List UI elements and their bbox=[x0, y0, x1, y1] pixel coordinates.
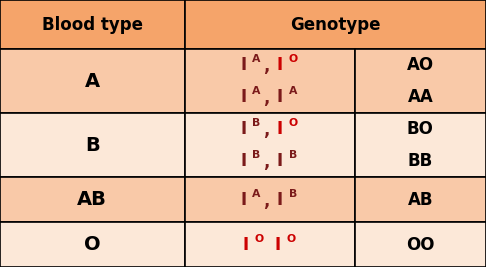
Text: O: O bbox=[286, 234, 295, 244]
Bar bbox=[0, 113, 185, 177]
Text: I: I bbox=[277, 88, 283, 106]
Text: B: B bbox=[85, 136, 100, 155]
Text: AA: AA bbox=[408, 88, 433, 106]
Text: Genotype: Genotype bbox=[290, 15, 381, 34]
Text: ,: , bbox=[263, 121, 269, 139]
Text: I: I bbox=[240, 191, 246, 209]
Text: A: A bbox=[85, 72, 100, 91]
Bar bbox=[185, 49, 355, 113]
Text: ,: , bbox=[263, 154, 269, 171]
Text: A: A bbox=[252, 189, 260, 199]
Bar bbox=[185, 222, 355, 267]
Bar bbox=[185, 113, 355, 177]
Text: A: A bbox=[252, 54, 260, 64]
Text: AB: AB bbox=[408, 191, 433, 209]
Bar bbox=[185, 177, 355, 222]
Text: OO: OO bbox=[406, 235, 434, 254]
Bar bbox=[185, 0, 486, 49]
Text: A: A bbox=[289, 86, 297, 96]
Text: I: I bbox=[240, 120, 246, 138]
Bar bbox=[355, 113, 486, 177]
Bar bbox=[355, 177, 486, 222]
Text: I: I bbox=[277, 191, 283, 209]
Text: Blood type: Blood type bbox=[42, 15, 143, 34]
Text: B: B bbox=[289, 150, 297, 160]
Bar bbox=[0, 177, 185, 222]
Text: B: B bbox=[252, 150, 260, 160]
Bar bbox=[0, 49, 185, 113]
Text: I: I bbox=[277, 56, 283, 74]
Text: BO: BO bbox=[407, 120, 434, 138]
Bar bbox=[355, 222, 486, 267]
Bar bbox=[0, 222, 185, 267]
Text: ,: , bbox=[263, 89, 269, 107]
Text: I: I bbox=[240, 56, 246, 74]
Text: AB: AB bbox=[77, 190, 107, 209]
Text: O: O bbox=[289, 54, 298, 64]
Text: I: I bbox=[243, 235, 249, 254]
Text: BB: BB bbox=[408, 152, 433, 170]
Text: ,: , bbox=[263, 192, 269, 210]
Text: B: B bbox=[252, 118, 260, 128]
Text: O: O bbox=[255, 234, 264, 244]
Text: O: O bbox=[289, 118, 298, 128]
Text: I: I bbox=[277, 120, 283, 138]
Text: O: O bbox=[84, 235, 101, 254]
Text: I: I bbox=[274, 235, 280, 254]
Text: ,: , bbox=[263, 57, 269, 75]
Text: AO: AO bbox=[407, 56, 434, 74]
Bar bbox=[355, 49, 486, 113]
Text: B: B bbox=[289, 189, 297, 199]
Text: I: I bbox=[277, 152, 283, 170]
Text: I: I bbox=[240, 152, 246, 170]
Text: I: I bbox=[240, 88, 246, 106]
Bar bbox=[0, 0, 185, 49]
Text: A: A bbox=[252, 86, 260, 96]
